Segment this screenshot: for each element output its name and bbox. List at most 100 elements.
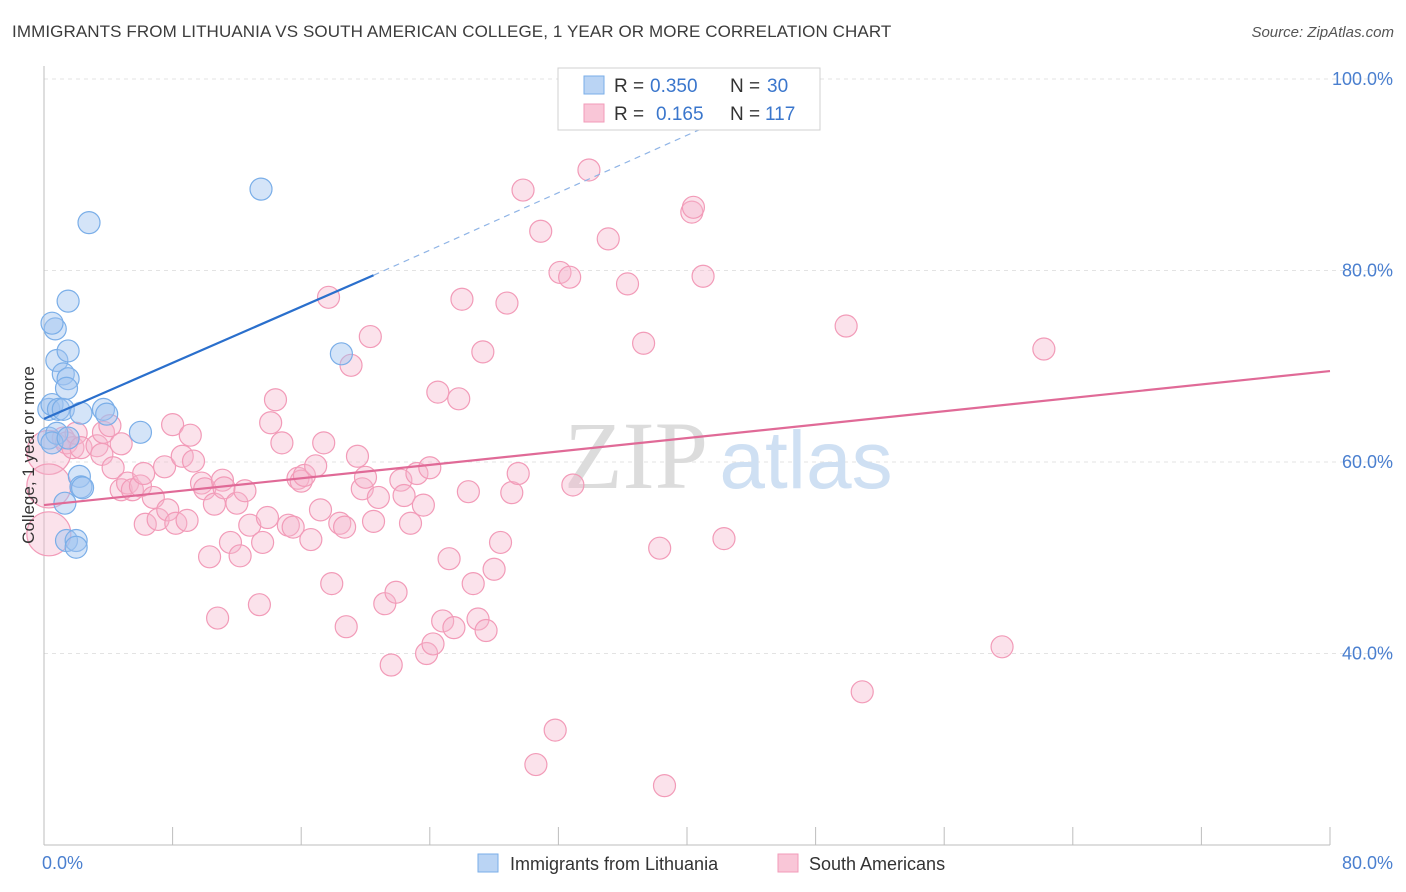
data-point-south-americans	[437, 547, 461, 571]
legend-r-label-2: R =	[614, 104, 644, 125]
legend-n-label-1: N =	[730, 76, 760, 97]
data-point-south-americans	[681, 195, 706, 219]
data-point-lithuania	[56, 426, 80, 450]
legend-n-value-1: 30	[767, 76, 788, 97]
data-point-lithuania	[51, 362, 75, 386]
y-tick-label: 80.0%	[1342, 261, 1393, 281]
data-point-south-americans	[170, 444, 194, 468]
trend-lines	[43, 102, 1331, 507]
y-tick-label: 60.0%	[1342, 452, 1393, 472]
data-point-south-americans	[334, 615, 358, 639]
y-axis-label: College, 1 year or more	[19, 366, 38, 544]
data-point-south-americans	[259, 411, 283, 435]
data-point-south-americans	[529, 219, 553, 243]
x-tick-labels: 0.0% 80.0%	[42, 853, 1393, 873]
data-point-south-americans	[156, 498, 180, 522]
data-point-south-americans	[466, 607, 490, 631]
data-point-south-americans	[495, 291, 519, 315]
data-point-lithuania	[40, 311, 64, 335]
x-tick-label: 0.0%	[42, 853, 83, 873]
data-point-south-americans	[281, 515, 305, 539]
data-point-south-americans	[411, 493, 435, 517]
data-point-south-americans	[228, 544, 252, 568]
data-point-south-americans	[152, 455, 177, 479]
trend-line-south-americans	[43, 369, 1331, 507]
legend-swatch-pink	[583, 103, 605, 123]
data-point-south-americans	[353, 465, 378, 489]
data-point-south-americans	[431, 609, 455, 633]
trend-line-lithuania	[43, 274, 374, 420]
data-point-lithuania	[56, 367, 80, 391]
data-point-south-americans	[304, 454, 328, 478]
y-tick-labels: 100.0% 80.0% 60.0% 40.0%	[1332, 69, 1393, 664]
y-tick-label: 100.0%	[1332, 69, 1393, 89]
data-point-south-americans	[255, 505, 280, 530]
legend-r-value-2: 0.165	[656, 104, 704, 125]
source-label: Source: ZipAtlas.com	[1251, 24, 1394, 41]
trend-line-lithuania-extension	[373, 102, 760, 276]
gridlines	[44, 78, 1392, 654]
axes	[43, 66, 1331, 846]
data-point-south-americans	[652, 774, 677, 798]
chart-title: IMMIGRANTS FROM LITHUANIA VS SOUTH AMERI…	[12, 22, 892, 41]
data-point-south-americans	[500, 481, 524, 505]
data-point-south-americans	[26, 511, 72, 557]
data-point-south-americans	[299, 527, 323, 552]
data-point-lithuania	[128, 420, 153, 444]
data-point-south-americans	[421, 632, 445, 656]
data-point-south-americans	[333, 515, 357, 539]
watermark-atlas: atlas	[719, 415, 892, 506]
data-point-south-americans	[482, 557, 506, 581]
data-point-south-americans	[834, 314, 858, 338]
data-point-south-americans	[308, 498, 333, 522]
data-point-south-americans	[178, 423, 202, 447]
data-point-south-americans	[26, 463, 72, 509]
data-point-lithuania	[54, 376, 79, 400]
data-point-south-americans	[447, 387, 471, 411]
legend-r-value-1: 0.350	[650, 76, 698, 97]
data-point-lithuania	[70, 476, 95, 500]
data-point-south-americans	[175, 508, 199, 533]
data-point-south-americans	[471, 340, 495, 364]
data-point-south-americans	[181, 449, 206, 473]
data-point-south-americans	[712, 526, 736, 551]
data-point-south-americans	[398, 511, 423, 535]
data-point-south-americans	[418, 456, 442, 480]
data-point-lithuania	[64, 535, 88, 559]
data-point-south-americans	[543, 718, 567, 742]
data-point-south-americans	[345, 444, 370, 468]
legend: R = 0.350 N = 30 R = 0.165 N = 117	[557, 67, 821, 131]
data-point-south-americans	[558, 265, 582, 289]
data-point-south-americans	[225, 491, 249, 515]
bottom-legend-swatch-pink	[777, 853, 799, 873]
data-point-south-americans	[320, 572, 344, 596]
data-point-lithuania	[77, 211, 101, 235]
series-south-americans	[26, 158, 1056, 798]
data-point-lithuania	[64, 528, 88, 553]
data-point-south-americans	[384, 580, 408, 604]
data-point-south-americans	[109, 432, 133, 456]
data-point-south-americans	[251, 530, 275, 555]
data-point-lithuania	[69, 475, 93, 499]
data-point-south-americans	[488, 530, 513, 555]
data-point-south-americans	[561, 473, 585, 497]
data-point-south-americans	[426, 380, 450, 404]
data-point-south-americans	[247, 593, 272, 617]
data-point-south-americans	[206, 606, 230, 630]
data-point-south-americans	[132, 461, 156, 486]
bottom-legend-label-blue: Immigrants from Lithuania	[510, 854, 719, 874]
data-point-south-americans	[474, 618, 498, 643]
bottom-legend-swatch-blue	[477, 853, 499, 873]
data-point-south-americans	[442, 616, 466, 640]
data-point-lithuania	[56, 339, 80, 363]
data-point-south-americans	[511, 178, 535, 202]
data-point-lithuania	[56, 289, 80, 313]
watermark-zip: ZIP	[564, 402, 708, 509]
watermark: ZIP atlas	[564, 402, 893, 509]
legend-swatch-blue	[583, 75, 605, 95]
data-point-south-americans	[461, 572, 485, 596]
y-tick-label: 40.0%	[1342, 644, 1393, 664]
data-point-south-americans	[197, 545, 222, 569]
data-point-south-americans	[596, 227, 620, 251]
